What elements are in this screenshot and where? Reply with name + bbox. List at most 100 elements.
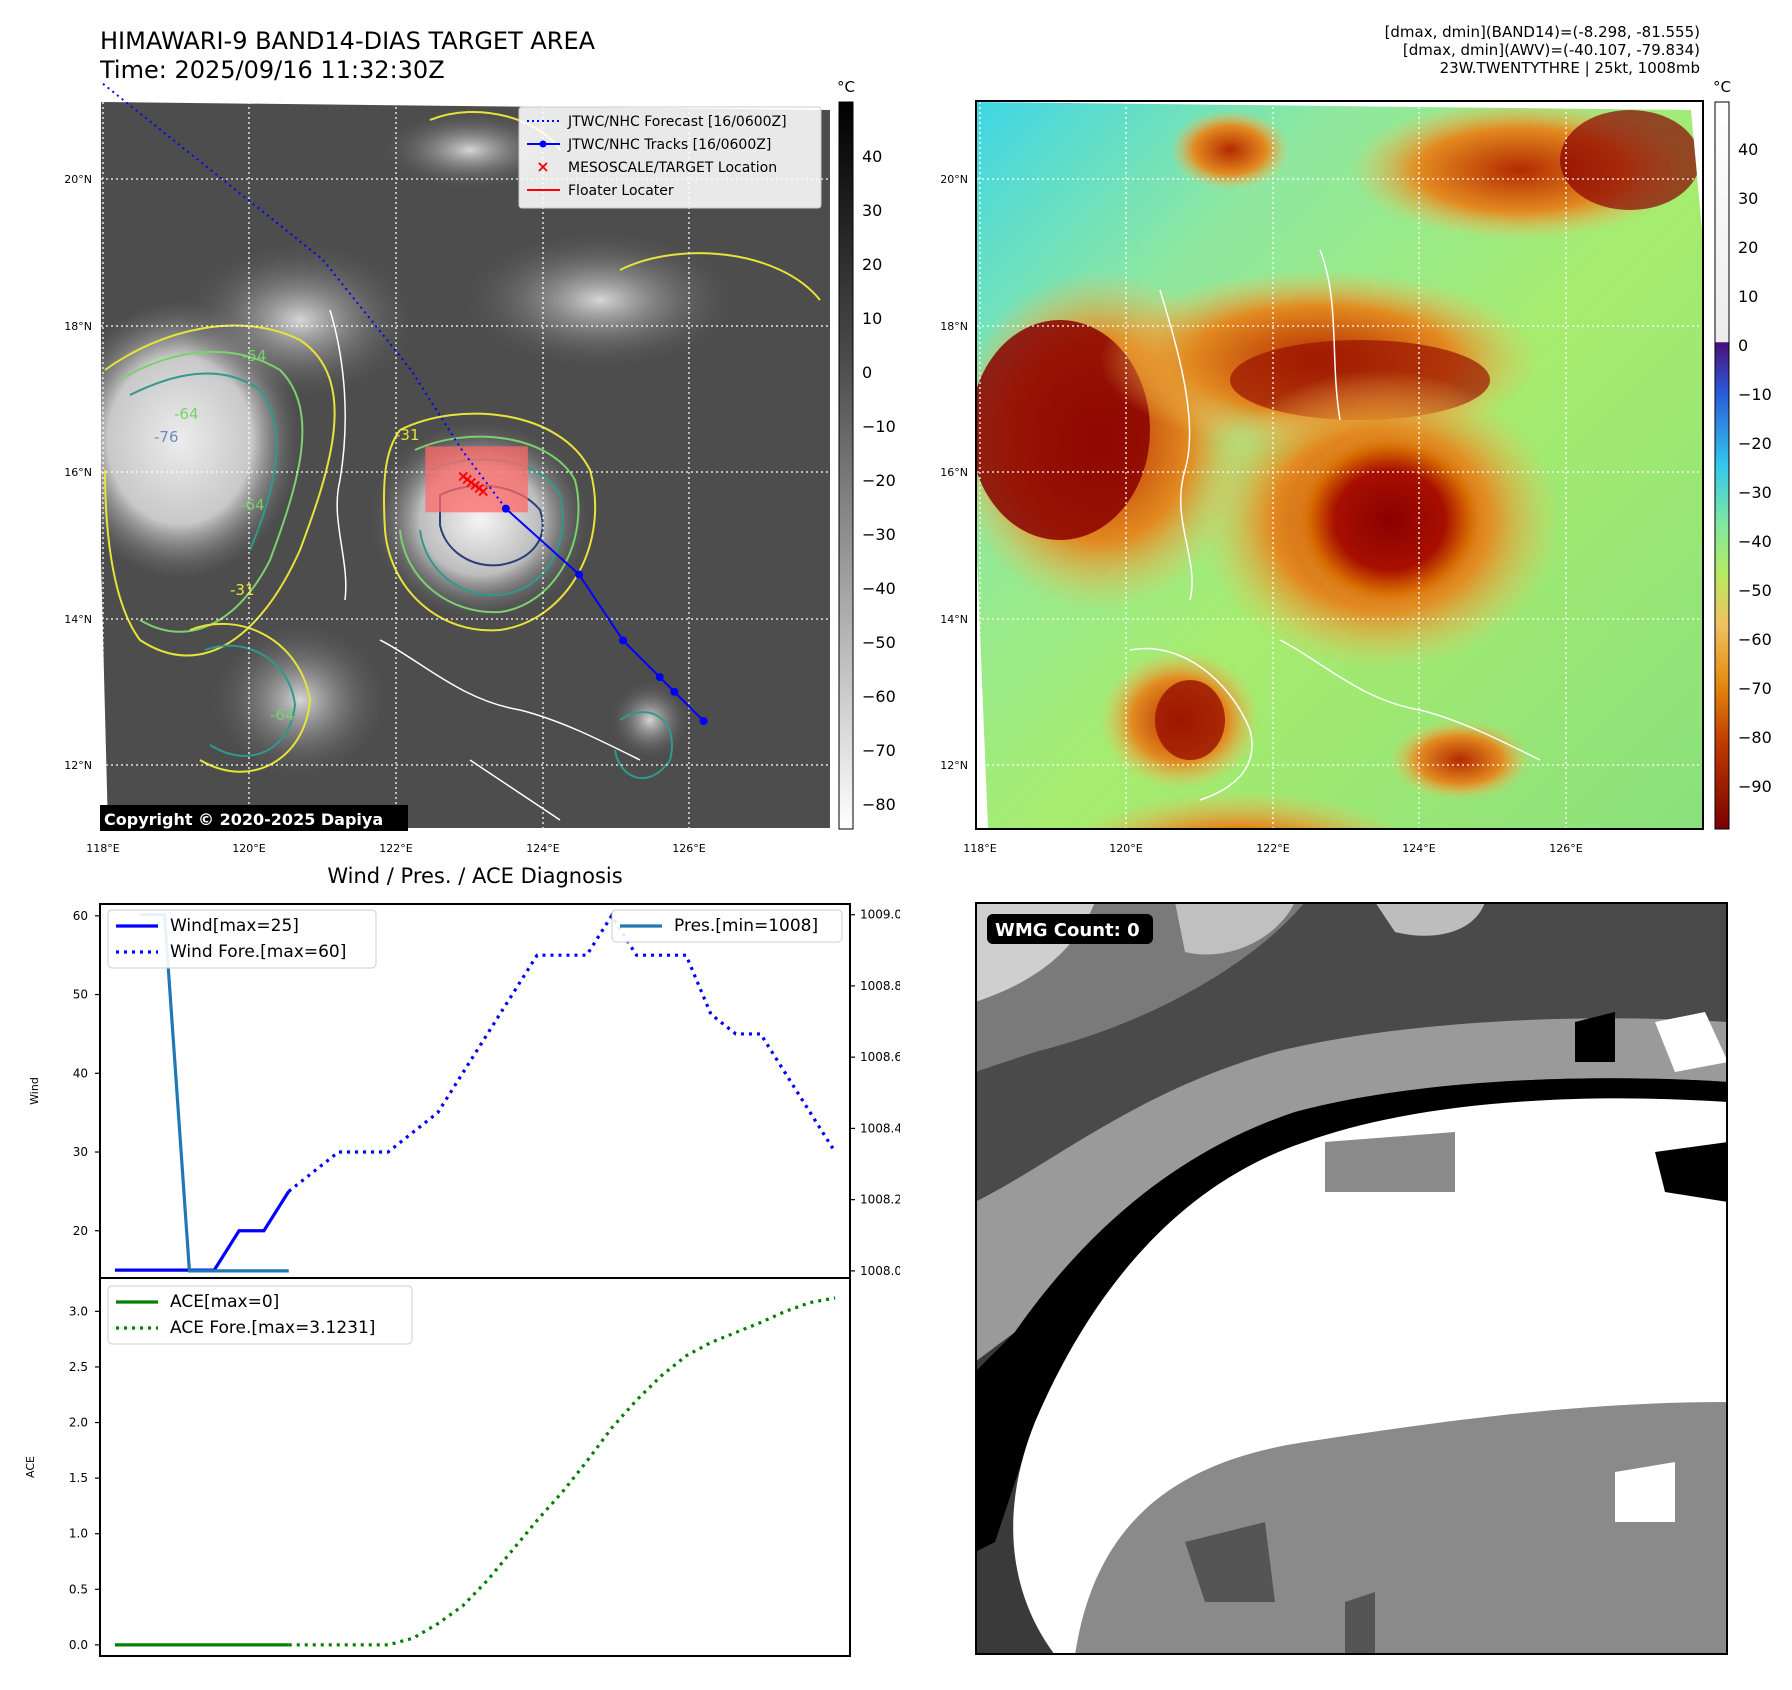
lat-label: 20°N — [64, 173, 92, 186]
contour-label: -31 — [230, 581, 255, 599]
ir-map-lat-labels: 20°N 18°N 16°N 14°N 12°N — [64, 173, 92, 772]
ace-tick-label: 2.5 — [69, 1360, 88, 1374]
target-x-mark: × — [469, 476, 482, 495]
cb-tick: 40 — [1738, 140, 1758, 159]
chart-time: Time: 2025/09/16 11:32:30Z — [100, 56, 445, 84]
target-x-mark: × — [457, 467, 470, 486]
lat-label: 18°N — [64, 320, 92, 333]
lon-label: 122°E — [1256, 842, 1289, 855]
ace-legend: ACE[max=0] ACE Fore.[max=3.1231] — [107, 1285, 413, 1345]
pressure-tick-label: 1008.4 — [860, 1121, 900, 1135]
observed-track — [501, 504, 708, 726]
cb-tick: −40 — [1738, 532, 1772, 551]
wind-pressure-panel: 20 30 40 50 60 1008.0 1008.2 1008.4 1008.6 1008.8… — [28, 903, 900, 1279]
lat-label: 16°N — [940, 466, 968, 479]
lat-label: 14°N — [64, 613, 92, 626]
legend-wind: Wind[max=25] — [170, 916, 299, 936]
legend-ace: ACE[max=0] — [170, 1292, 279, 1312]
wind-ylabel: Wind — [28, 1077, 41, 1105]
pressure-tick-label: 1009.0 — [860, 908, 900, 922]
legend-tracks: JTWC/NHC Tracks [16/0600Z] — [567, 137, 771, 153]
lat-label: 12°N — [64, 759, 92, 772]
pressure-tick-label: 1008.2 — [860, 1193, 900, 1207]
cb-tick: 30 — [862, 201, 882, 220]
cb-tick: −80 — [862, 795, 896, 814]
track-point — [501, 504, 510, 513]
legend-ace-forecast: ACE Fore.[max=3.1231] — [170, 1318, 375, 1338]
lon-label: 118°E — [963, 842, 996, 855]
lon-label: 124°E — [1402, 842, 1435, 855]
lat-label: 16°N — [64, 466, 92, 479]
ir-colorbar-ticks: 40 30 20 10 0 −10 −20 −30 −40 −50 −60 −7… — [862, 147, 896, 814]
cb-tick: −90 — [1738, 777, 1772, 796]
track-point — [619, 636, 628, 645]
cb-tick: −70 — [1738, 679, 1772, 698]
contour-label: -76 — [154, 428, 179, 446]
copyright-label: Copyright © 2020-2025 Dapiya — [104, 810, 383, 829]
cb-tick: 10 — [1738, 287, 1758, 306]
ir-map-legend: JTWC/NHC Forecast [16/0600Z] JTWC/NHC Tr… — [518, 106, 822, 209]
lon-label: 120°E — [232, 842, 265, 855]
contour-label: -64 — [240, 496, 265, 514]
awv-image — [975, 100, 1704, 830]
cb-tick: 40 — [862, 147, 882, 166]
info-storm: 23W.TWENTYTHRE | 25kt, 1008mb — [1439, 59, 1700, 77]
ace-tick-label: 3.0 — [69, 1304, 88, 1318]
ace-axes-frame — [99, 1277, 851, 1657]
diagnosis-title: Wind / Pres. / ACE Diagnosis — [327, 864, 623, 888]
legend-pressure: Pres.[min=1008] — [674, 916, 818, 936]
awv-map-gridlines — [977, 102, 1702, 828]
forecast-line — [102, 82, 507, 510]
cb-tick: −50 — [862, 633, 896, 652]
pressure-tick-label: 1008.0 — [860, 1264, 900, 1278]
track-point — [655, 673, 664, 682]
legend-target: MESOSCALE/TARGET Location — [568, 160, 777, 176]
wind-tick-label: 20 — [73, 1224, 88, 1238]
track-point — [699, 717, 708, 726]
awv-map-panel: 20°N 18°N 16°N 14°N 12°N 118°E 120°E 122… — [940, 78, 1772, 855]
cb-tick: −70 — [862, 741, 896, 760]
info-awv: [dmax, dmin](AWV)=(-40.107, -79.834) — [1402, 41, 1700, 59]
track-line — [505, 507, 705, 722]
awv-colorbar-ticks: 40 30 20 10 0 −10 −20 −30 −40 −50 −60 −7… — [1738, 140, 1772, 796]
cb-tick: −30 — [862, 525, 896, 544]
target-marker: ×××××× — [457, 467, 490, 501]
lon-label: 126°E — [672, 842, 705, 855]
lon-label: 126°E — [1549, 842, 1582, 855]
legend-floater: Floater Locater — [568, 183, 674, 199]
ace-tick-label: 0.0 — [69, 1638, 88, 1652]
cb-tick: −10 — [862, 417, 896, 436]
lat-label: 18°N — [940, 320, 968, 333]
cb-tick: 0 — [1738, 336, 1748, 355]
pressure-tick-label: 1008.8 — [860, 979, 900, 993]
lat-label: 12°N — [940, 759, 968, 772]
wmg-image — [975, 902, 1728, 1655]
floater-box — [425, 446, 528, 513]
cb-tick: −80 — [1738, 728, 1772, 747]
cb-tick: −20 — [1738, 434, 1772, 453]
contour-label: -54 — [242, 347, 267, 365]
track-point — [575, 570, 584, 579]
target-x-mark: × — [465, 473, 478, 492]
target-x-mark: × — [461, 470, 474, 489]
lat-label: 20°N — [940, 173, 968, 186]
lon-label: 120°E — [1109, 842, 1142, 855]
awv-colorbar — [1714, 101, 1730, 830]
cb-tick: 20 — [862, 255, 882, 274]
wind-tick-label: 30 — [73, 1145, 88, 1159]
ir-colorbar — [838, 101, 854, 830]
pressure-tick-label: 1008.6 — [860, 1050, 900, 1064]
ace-ylabel: ACE — [24, 1456, 37, 1478]
ace-tick-label: 2.0 — [69, 1416, 88, 1430]
cb-tick: 0 — [862, 363, 872, 382]
target-x-mark: × — [473, 479, 486, 498]
svg-text:×: × — [536, 157, 549, 176]
forecast-track — [102, 82, 507, 510]
ace-panel: 0.0 0.5 1.0 1.5 2.0 2.5 3.0 ACE ACE[max=0] ACE Fo… — [24, 1277, 851, 1657]
series-ace-fore-line — [288, 1296, 836, 1647]
chart-title: HIMAWARI-9 BAND14-DIAS TARGET AREA — [100, 27, 596, 55]
cb-tick: −10 — [1738, 385, 1772, 404]
wind-legend: Wind[max=25] Wind Fore.[max=60] — [107, 909, 377, 969]
wmg-panel: WMG Count: 0 — [975, 902, 1728, 1655]
lon-label: 122°E — [379, 842, 412, 855]
